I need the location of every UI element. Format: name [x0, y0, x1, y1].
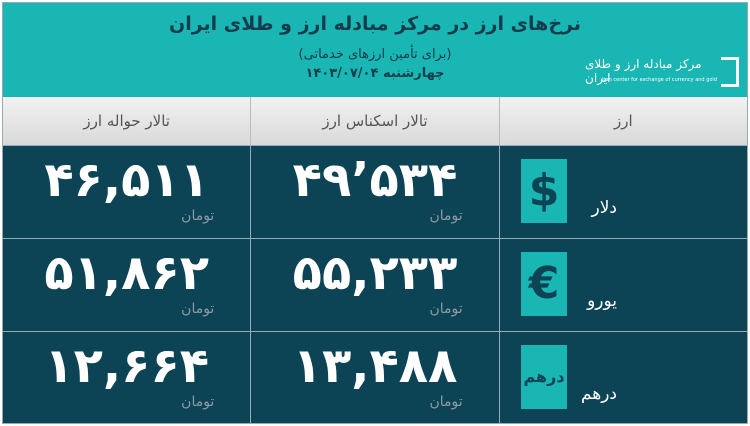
cash-rate: ۴۹’۵۳۴ — [292, 152, 458, 208]
table-row: € یورو ۵۵,۲۳۳ تومان ۵۱,۸۶۲ تومان — [3, 238, 747, 331]
currency-name: یورو — [587, 291, 617, 311]
transfer-rate: ۱۲,۶۶۴ — [44, 338, 210, 394]
logo-mark-icon — [721, 57, 739, 87]
page-title: نرخ‌های ارز در مرکز مبادله ارز و طلای ای… — [168, 13, 581, 35]
table-row: $ دلار ۴۹’۵۳۴ تومان ۴۶,۵۱۱ تومان — [3, 145, 747, 238]
header: نرخ‌های ارز در مرکز مبادله ارز و طلای ای… — [3, 3, 747, 97]
currency-name: دلار — [591, 198, 617, 218]
currency-name: درهم — [580, 384, 617, 404]
unit-label: تومان — [429, 301, 463, 317]
transfer-cell: ۱۲,۶۶۴ تومان — [3, 332, 250, 424]
cash-cell: ۱۳,۴۸۸ تومان — [250, 332, 498, 424]
currency-cell: درهم درهم — [498, 332, 747, 424]
transfer-cell: ۴۶,۵۱۱ تومان — [3, 146, 250, 238]
euro-icon: € — [521, 252, 567, 316]
transfer-rate: ۴۶,۵۱۱ — [44, 152, 210, 208]
unit-label: تومان — [181, 301, 215, 317]
table-row: درهم درهم ۱۳,۴۸۸ تومان ۱۲,۶۶۴ تومان — [3, 331, 747, 424]
column-header-transfer: تالار حواله ارز — [83, 112, 170, 130]
date: چهارشنبه ۱۴۰۳/۰۷/۰۴ — [305, 66, 445, 81]
column-header-currency: ارز — [498, 97, 747, 145]
unit-label: تومان — [181, 394, 215, 410]
logo-text-en: Iran center for exchange of currency and… — [602, 77, 717, 83]
cash-cell: ۴۹’۵۳۴ تومان — [250, 146, 498, 238]
dirham-icon: درهم — [521, 345, 567, 409]
transfer-cell: ۵۱,۸۶۲ تومان — [3, 239, 250, 331]
logo-text: مرکز مبادله ارز و طلای ایران — [585, 57, 702, 85]
cash-cell: ۵۵,۲۳۳ تومان — [250, 239, 498, 331]
dollar-icon: $ — [521, 159, 567, 223]
unit-label: تومان — [429, 394, 463, 410]
table-header: ارز تالار اسکناس ارز تالار حواله ارز — [3, 97, 747, 145]
column-header-cash: تالار اسکناس ارز — [250, 97, 498, 145]
currency-cell: € یورو — [498, 239, 747, 331]
cash-rate: ۵۵,۲۳۳ — [292, 245, 458, 301]
subtitle: (برای تأمین ارزهای خدماتی) — [298, 47, 452, 62]
logo: مرکز مبادله ارز و طلای ایران Iran center… — [585, 55, 745, 93]
transfer-rate: ۵۱,۸۶۲ — [44, 245, 210, 301]
cash-rate: ۱۳,۴۸۸ — [292, 338, 458, 394]
currency-cell: $ دلار — [498, 146, 747, 238]
unit-label: تومان — [181, 208, 215, 224]
unit-label: تومان — [429, 208, 463, 224]
